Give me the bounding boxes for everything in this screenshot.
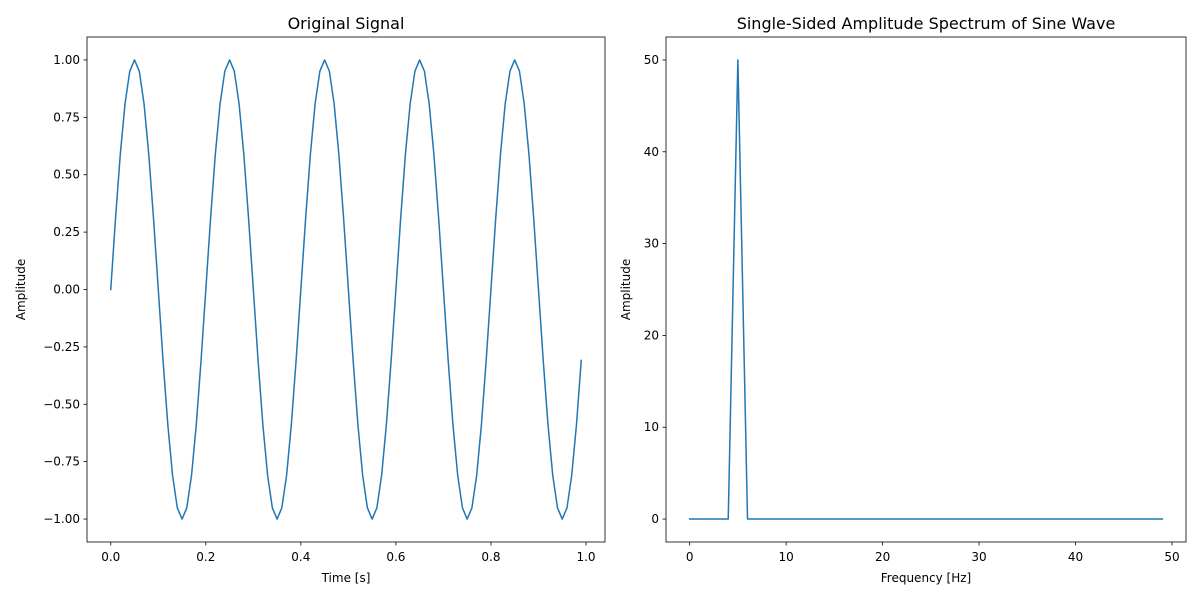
y-tick-label: 0.25: [53, 225, 80, 239]
chart-title: Single-Sided Amplitude Spectrum of Sine …: [737, 14, 1116, 33]
x-tick-label: 0.8: [481, 550, 500, 564]
x-tick-label: 20: [875, 550, 890, 564]
y-tick-label: −0.50: [43, 397, 80, 411]
y-tick-label: 0: [651, 512, 659, 526]
x-tick-label: 10: [778, 550, 793, 564]
y-tick-label: 10: [644, 420, 659, 434]
axes-frame: [86, 36, 606, 543]
x-tick-label: 0.2: [196, 550, 215, 564]
y-tick-label: 0.00: [53, 283, 80, 297]
x-tick-label: 0: [686, 550, 694, 564]
x-tick-label: 30: [971, 550, 986, 564]
y-tick-label: 0.75: [53, 110, 80, 124]
x-tick-label: 50: [1164, 550, 1179, 564]
y-tick-label: −0.25: [43, 340, 80, 354]
y-tick-label: 30: [644, 237, 659, 251]
y-tick-label: −1.00: [43, 512, 80, 526]
y-axis-label: Amplitude: [14, 259, 28, 321]
x-tick-label: 0.6: [386, 550, 405, 564]
series-line: [688, 59, 1164, 520]
x-tick-label: 40: [1068, 550, 1083, 564]
y-tick-label: −0.75: [43, 455, 80, 469]
x-axis-label: Frequency [Hz]: [881, 571, 972, 585]
axes-frame: [665, 36, 1187, 543]
y-tick-label: 50: [644, 53, 659, 67]
chart-panel-2: 0 10 20 30 40 50 0 10 20 30 40 50 Single-Sided Ampli…: [619, 14, 1187, 585]
x-axis-label: Time [s]: [321, 571, 371, 585]
chart-panel-1: 0.0 0.2 0.4 0.6 0.8 1.0 −1.00 −0.75 −0.50 −0.25 0.…: [14, 14, 606, 585]
y-tick-label: 0.50: [53, 168, 80, 182]
y-tick-label: 1.00: [53, 53, 80, 67]
y-tick-label: 40: [644, 145, 659, 159]
y-axis-label: Amplitude: [619, 259, 633, 321]
chart-title: Original Signal: [288, 14, 405, 33]
x-tick-label: 0.0: [101, 550, 120, 564]
x-tick-label: 0.4: [291, 550, 310, 564]
x-tick-label: 1.0: [576, 550, 595, 564]
series-line: [109, 59, 583, 520]
y-tick-label: 20: [644, 328, 659, 342]
